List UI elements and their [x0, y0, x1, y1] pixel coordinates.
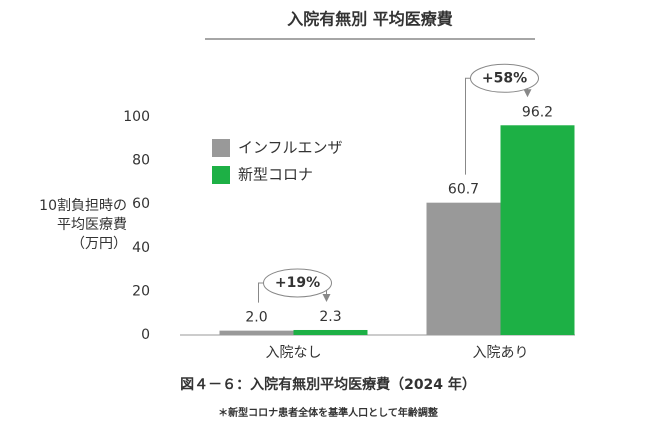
y-axis-label: 10割負担時の [39, 197, 127, 214]
y-tick-label: 40 [132, 240, 150, 256]
value-label: 2.0 [245, 310, 267, 326]
chart-title: 入院有無別 平均医療費 [287, 10, 453, 29]
annotation: +19% [275, 275, 320, 291]
value-label: 2.3 [319, 309, 341, 325]
bar [293, 329, 368, 335]
x-tick-label: 入院あり [473, 345, 529, 361]
legend-swatch [212, 166, 230, 184]
value-label: 96.2 [522, 104, 553, 120]
y-axis-label: （万円） [71, 236, 127, 252]
annotation: +58% [482, 70, 527, 86]
bar [500, 125, 575, 335]
legend-label: インフルエンザ [238, 139, 343, 157]
value-label: 60.7 [448, 182, 479, 198]
legend-label: 新型コロナ [238, 166, 313, 184]
caption: 図４－６：入院有無別平均医療費（2024 年） [180, 376, 476, 393]
annotation-arrow [322, 293, 331, 302]
note: ＊新型コロナ患者全体を基準人口として年齢調整 [218, 406, 438, 419]
annotation-oval [470, 63, 539, 93]
y-tick-label: 20 [132, 283, 150, 299]
y-tick-label: 60 [132, 196, 150, 212]
x-tick-label: 入院なし [266, 345, 322, 361]
y-tick-label: 100 [123, 109, 150, 125]
annotation-oval [263, 268, 332, 298]
y-tick-label: 0 [141, 327, 150, 343]
bar [426, 202, 501, 335]
legend-swatch [212, 139, 230, 157]
y-tick-label: 80 [132, 153, 150, 169]
annotation-arrow [523, 89, 532, 98]
bar [219, 330, 294, 335]
y-axis-label: 平均医療費 [57, 216, 127, 233]
